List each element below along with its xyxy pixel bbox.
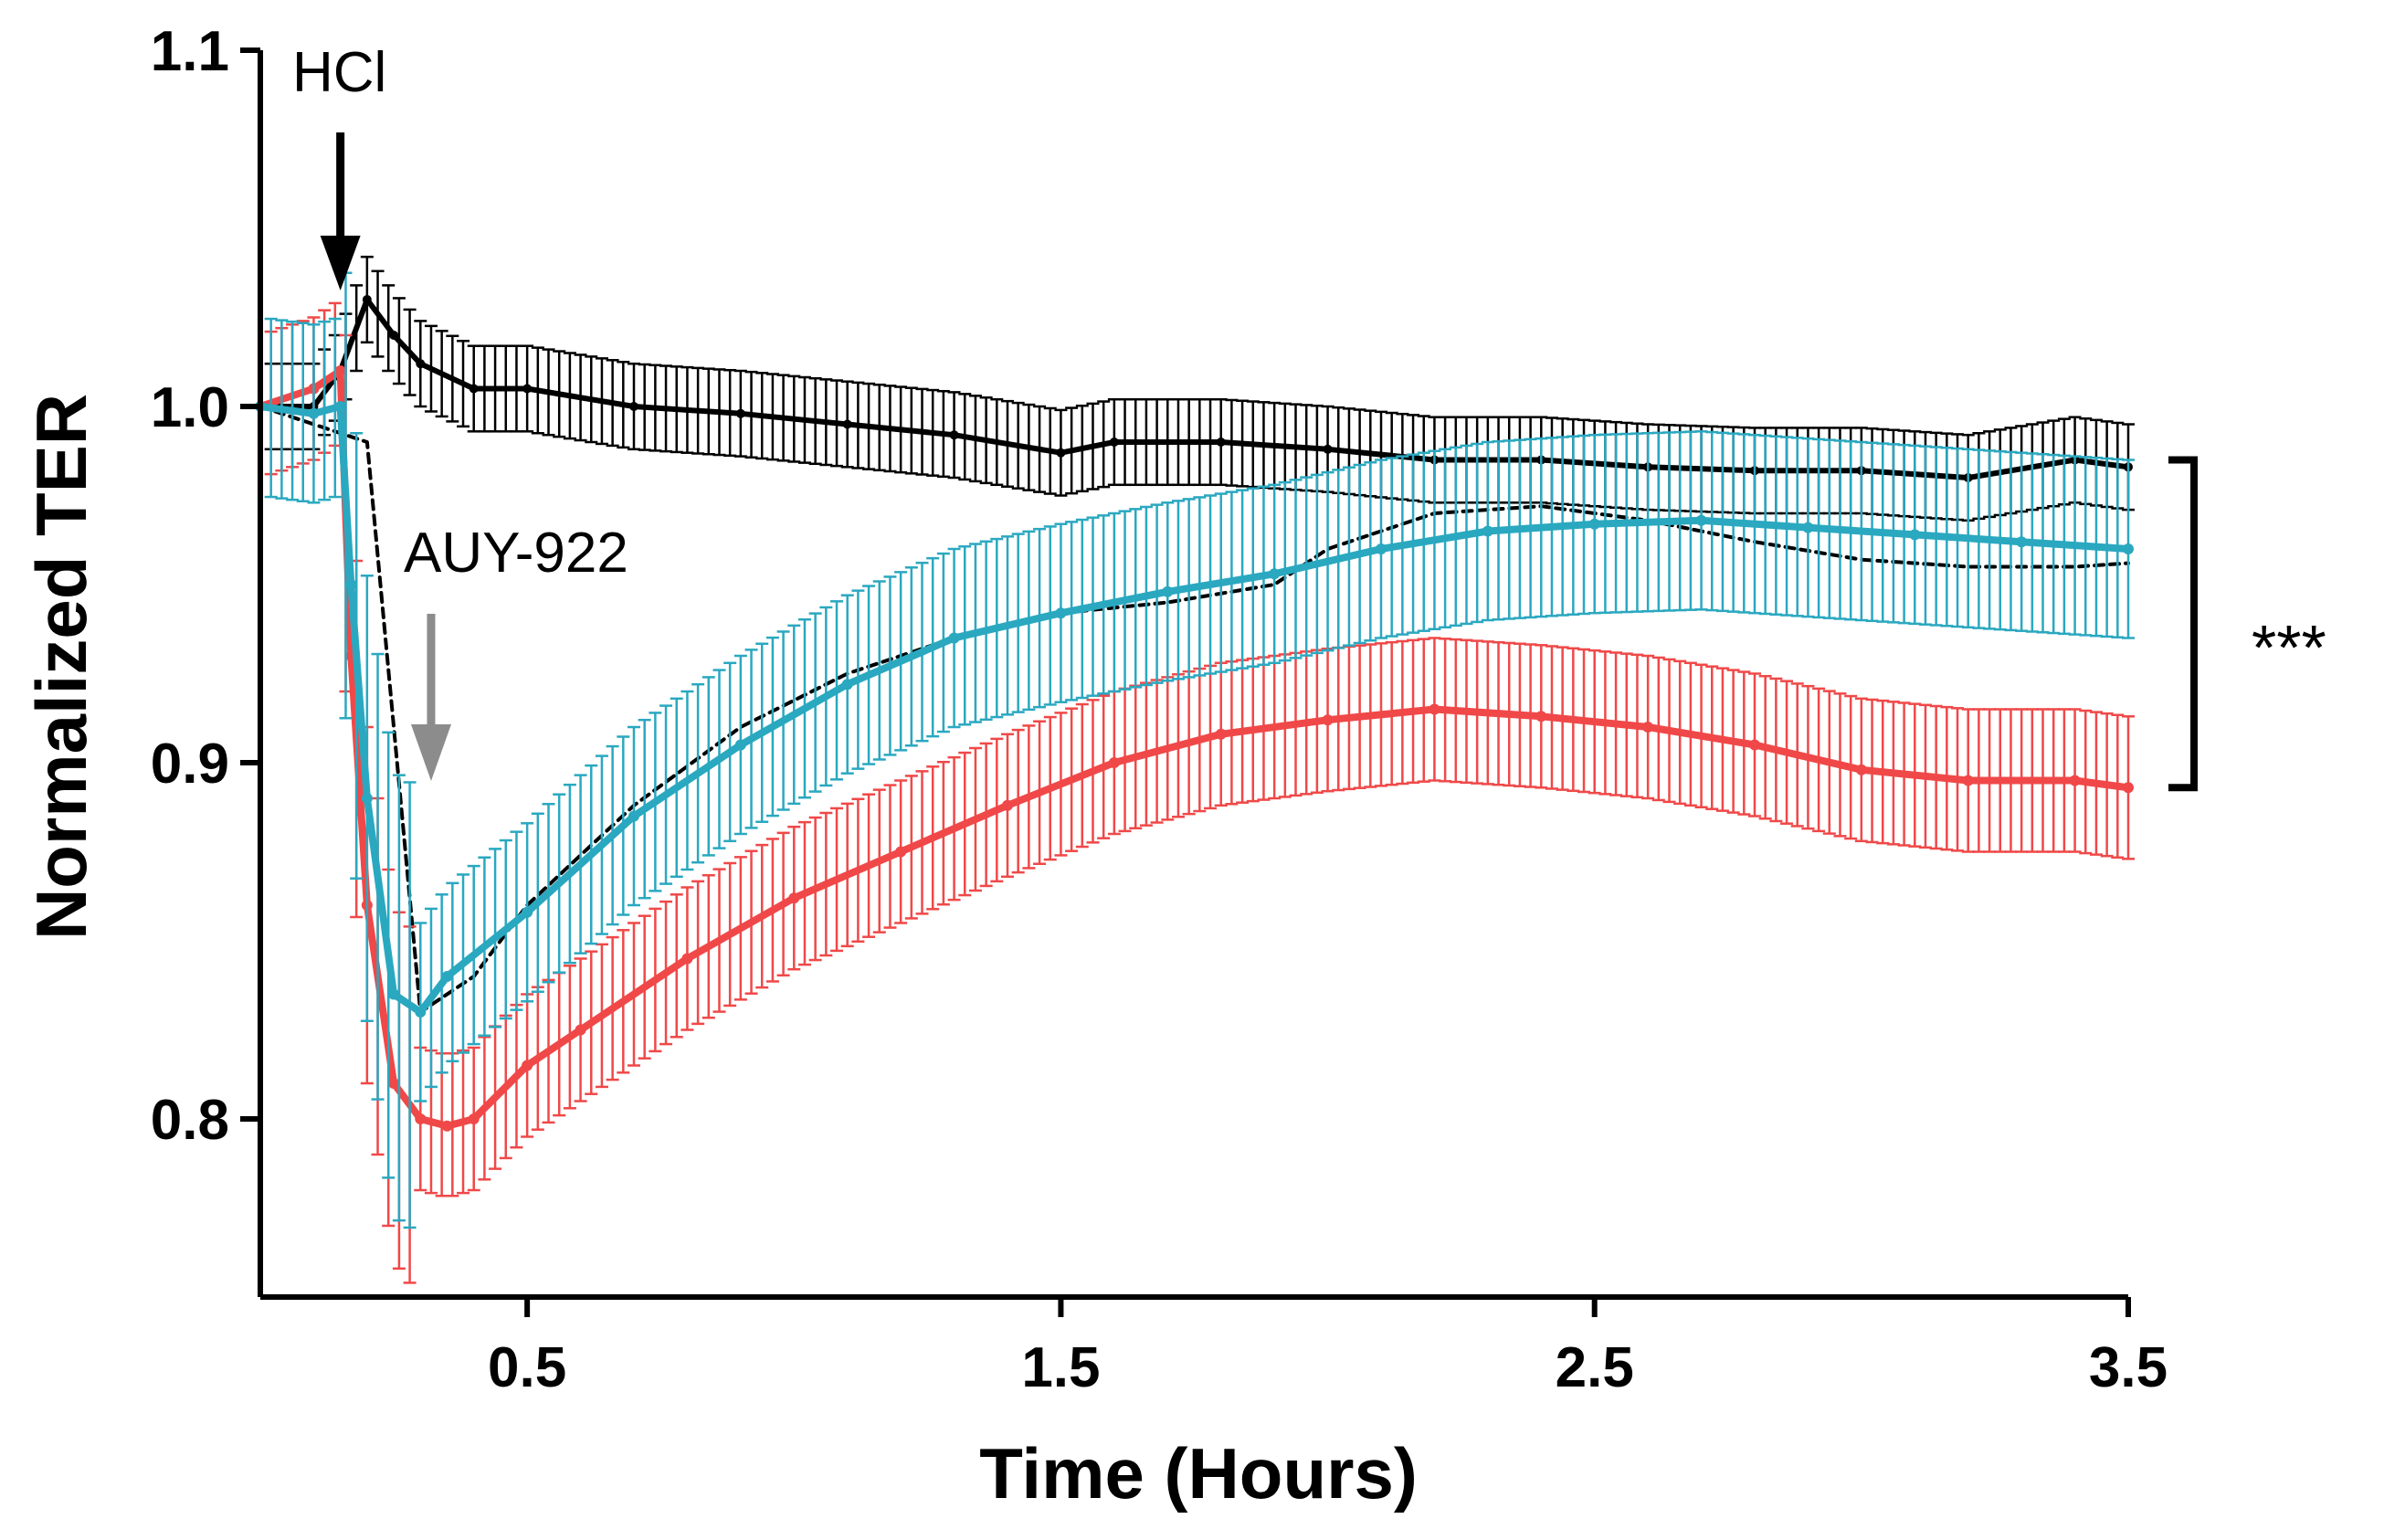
data-point bbox=[1215, 728, 1227, 740]
auy-label: AUY-922 bbox=[404, 522, 628, 585]
data-point bbox=[416, 359, 426, 369]
series-control bbox=[256, 255, 2135, 522]
y-tick-label: 0.9 bbox=[151, 733, 229, 796]
data-point bbox=[1322, 714, 1334, 726]
data-point bbox=[575, 1024, 586, 1036]
data-point bbox=[469, 384, 479, 394]
data-point bbox=[842, 419, 852, 429]
data-point bbox=[1002, 799, 1013, 811]
x-tick-label: 1.5 bbox=[1021, 1336, 1100, 1399]
series-hcl-auy-922 bbox=[255, 271, 2135, 1229]
data-point bbox=[841, 679, 853, 691]
data-point bbox=[334, 365, 346, 376]
data-point bbox=[1535, 711, 1547, 723]
data-point bbox=[522, 1060, 533, 1071]
y-tick-label: 1.0 bbox=[151, 376, 229, 439]
data-point bbox=[1855, 764, 1867, 775]
x-axis-title: Time (Hours) bbox=[979, 1433, 1418, 1514]
hcl-label: HCl bbox=[292, 41, 386, 104]
data-point bbox=[734, 739, 746, 751]
data-point bbox=[1482, 525, 1493, 537]
plot-area bbox=[255, 255, 2135, 1284]
axes: 0.8 0.9 1.0 1.1 0.5 1.5 2.5 3.5 bbox=[151, 20, 2168, 1399]
series-line bbox=[258, 297, 2131, 480]
data-point bbox=[1216, 438, 1226, 447]
data-point bbox=[788, 892, 800, 904]
data-point bbox=[895, 846, 907, 858]
data-point bbox=[948, 632, 960, 644]
data-point bbox=[389, 331, 399, 340]
data-point bbox=[415, 1007, 427, 1018]
y-tick-label: 0.8 bbox=[151, 1089, 229, 1152]
data-point bbox=[468, 1113, 480, 1124]
hcl-arrow-head bbox=[320, 236, 361, 290]
data-point bbox=[362, 295, 372, 304]
data-point bbox=[2123, 782, 2134, 794]
data-point bbox=[441, 1120, 453, 1132]
data-point bbox=[1055, 607, 1067, 619]
data-point bbox=[1108, 757, 1120, 768]
series-line bbox=[257, 367, 2132, 1130]
data-point bbox=[1962, 775, 1974, 786]
data-point bbox=[629, 402, 638, 411]
series-control-auy-922 bbox=[258, 405, 2130, 1014]
data-point bbox=[1323, 444, 1333, 454]
data-point bbox=[1056, 448, 1066, 458]
y-tick-label: 1.1 bbox=[151, 20, 229, 83]
data-point bbox=[1802, 522, 1814, 533]
data-point bbox=[735, 408, 745, 418]
data-point bbox=[1588, 518, 1600, 530]
data-point bbox=[1162, 585, 1174, 597]
series-hcl bbox=[255, 301, 2135, 1284]
data-point bbox=[345, 579, 357, 590]
data-point bbox=[949, 430, 959, 440]
data-point bbox=[2069, 775, 2081, 786]
data-point bbox=[388, 988, 400, 1000]
series-line bbox=[258, 405, 2130, 1014]
series-line bbox=[257, 403, 2132, 1016]
data-point bbox=[2123, 543, 2134, 554]
data-point bbox=[1376, 543, 1387, 554]
data-point bbox=[1109, 438, 1119, 447]
data-point bbox=[1269, 568, 1281, 580]
data-point bbox=[361, 793, 373, 804]
y-ticks: 0.8 0.9 1.0 1.1 bbox=[151, 20, 260, 1152]
data-point bbox=[1749, 739, 1760, 751]
data-point bbox=[2016, 536, 2028, 548]
significance-bracket bbox=[2168, 456, 2198, 792]
data-point bbox=[522, 906, 533, 918]
x-ticks: 0.5 1.5 2.5 3.5 bbox=[488, 1297, 2168, 1399]
x-tick-label: 0.5 bbox=[488, 1336, 566, 1399]
data-point bbox=[388, 1078, 400, 1089]
data-point bbox=[1909, 529, 1921, 541]
data-point bbox=[441, 971, 453, 982]
data-point bbox=[1429, 703, 1440, 715]
data-point bbox=[1695, 514, 1707, 526]
data-point bbox=[681, 953, 693, 965]
data-point bbox=[334, 401, 346, 412]
y-axis-title: Normalized TER bbox=[21, 394, 101, 940]
annotations: HCl AUY-922 *** bbox=[292, 41, 2326, 792]
data-point bbox=[628, 810, 639, 822]
data-point bbox=[415, 1113, 427, 1124]
data-point bbox=[522, 384, 533, 394]
data-point bbox=[1642, 722, 1654, 733]
x-tick-label: 3.5 bbox=[2089, 1336, 2168, 1399]
auy-arrow-head bbox=[410, 724, 451, 781]
significance-stars: *** bbox=[2252, 612, 2326, 683]
data-point bbox=[308, 407, 320, 419]
x-tick-label: 2.5 bbox=[1556, 1336, 1634, 1399]
